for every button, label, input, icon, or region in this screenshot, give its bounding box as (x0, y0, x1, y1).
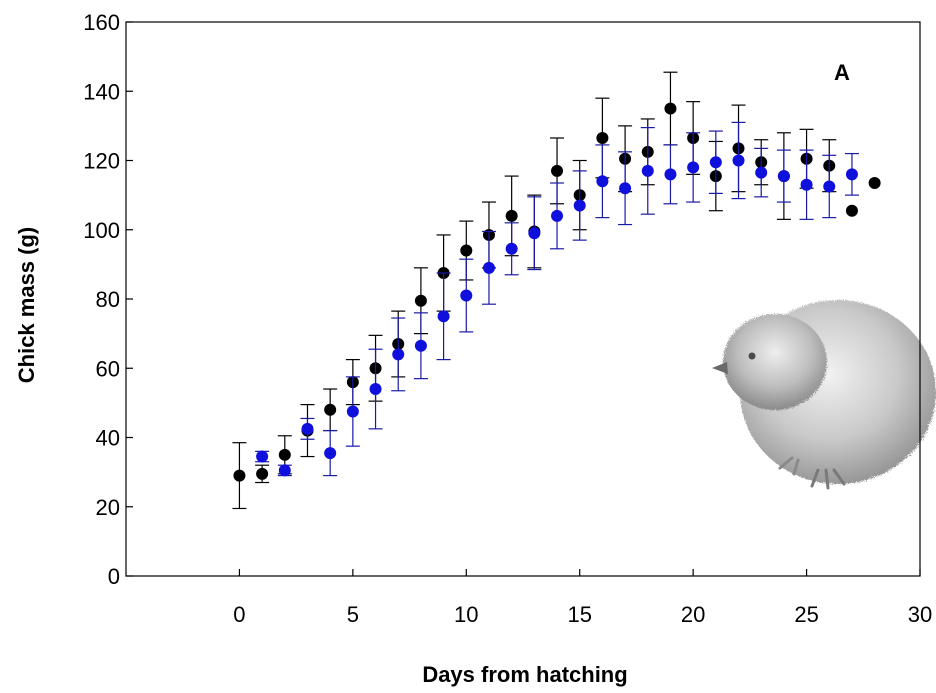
data-point (414, 339, 427, 352)
data-point (369, 383, 382, 396)
x-axis-title: Days from hatching (422, 662, 627, 687)
data-point (664, 168, 677, 181)
y-tick-label: 60 (96, 356, 120, 381)
data-point (755, 166, 768, 179)
data-point (256, 450, 269, 463)
x-axis-ticks: 0 5 10 15 20 25 30 (233, 569, 932, 627)
data-point (460, 289, 473, 302)
data-point (551, 164, 564, 177)
chick-illustration (712, 300, 936, 490)
data-point (505, 209, 518, 222)
data-point (528, 227, 541, 240)
data-point (664, 102, 677, 115)
data-point (324, 447, 337, 460)
plot-frame (125, 21, 921, 577)
y-axis-title: Chick mass (g) (14, 227, 39, 384)
x-tick-label: 30 (908, 602, 932, 627)
data-point (641, 164, 654, 177)
data-point (596, 131, 609, 144)
y-tick-label: 140 (83, 79, 120, 104)
y-tick-label: 0 (108, 564, 120, 589)
data-point (596, 175, 609, 188)
data-point (800, 178, 813, 191)
x-tick-label: 20 (681, 602, 705, 627)
data-point (414, 294, 427, 307)
data-point (256, 467, 269, 480)
data-point (709, 156, 722, 169)
data-point (278, 464, 291, 477)
data-point (505, 242, 518, 255)
data-point (551, 209, 564, 222)
series-2 (255, 121, 859, 477)
data-point (687, 161, 700, 174)
y-tick-label: 120 (83, 149, 120, 174)
data-point (845, 168, 858, 181)
data-point (845, 204, 858, 217)
data-point (619, 182, 632, 195)
data-point (573, 199, 586, 212)
data-point (346, 405, 359, 418)
data-point (324, 403, 337, 416)
panel-label: A (834, 60, 850, 85)
data-point (278, 448, 291, 461)
data-point (392, 348, 405, 361)
data-point (437, 310, 450, 323)
data-point (482, 261, 495, 274)
y-tick-label: 20 (96, 495, 120, 520)
data-point (301, 422, 314, 435)
data-point (823, 180, 836, 193)
x-tick-label: 5 (347, 602, 359, 627)
data-point (868, 177, 881, 190)
y-tick-label: 160 (83, 10, 120, 35)
x-tick-label: 25 (794, 602, 818, 627)
y-tick-label: 80 (96, 287, 120, 312)
x-tick-label: 0 (233, 602, 245, 627)
data-point (233, 469, 246, 482)
data-point (732, 154, 745, 167)
data-point (777, 170, 790, 183)
y-tick-label: 100 (83, 218, 120, 243)
series-layer (232, 71, 881, 510)
x-tick-label: 15 (567, 602, 591, 627)
y-tick-label: 40 (96, 426, 120, 451)
data-point (460, 244, 473, 257)
x-tick-label: 10 (454, 602, 478, 627)
y-axis-ticks: 0 20 40 60 80 100 120 140 160 (83, 10, 133, 589)
